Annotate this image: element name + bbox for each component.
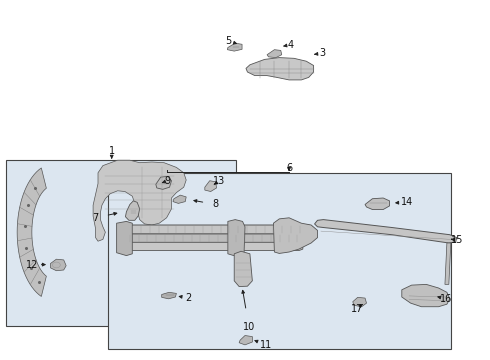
Bar: [108, 173, 451, 349]
Text: 15: 15: [450, 235, 463, 245]
Text: 2: 2: [186, 293, 192, 303]
Text: 13: 13: [214, 176, 225, 186]
Polygon shape: [315, 220, 457, 243]
Text: 1: 1: [109, 146, 115, 156]
Polygon shape: [122, 225, 313, 234]
Text: 4: 4: [288, 40, 294, 50]
Text: 3: 3: [319, 48, 325, 58]
Polygon shape: [122, 242, 303, 251]
Polygon shape: [205, 181, 217, 192]
Polygon shape: [117, 221, 132, 256]
Text: 6: 6: [286, 163, 292, 173]
Polygon shape: [234, 251, 252, 287]
Polygon shape: [227, 43, 242, 51]
Polygon shape: [365, 198, 390, 210]
Polygon shape: [445, 243, 451, 284]
Polygon shape: [125, 201, 140, 220]
Polygon shape: [162, 292, 176, 299]
Text: 7: 7: [93, 213, 98, 223]
Text: 9: 9: [165, 176, 171, 186]
Polygon shape: [50, 259, 66, 271]
Text: 11: 11: [260, 340, 272, 350]
Text: 5: 5: [225, 36, 231, 46]
Polygon shape: [273, 218, 318, 253]
Text: 10: 10: [243, 322, 255, 332]
Text: 16: 16: [440, 294, 452, 304]
Polygon shape: [93, 160, 186, 241]
Polygon shape: [239, 336, 252, 345]
Polygon shape: [228, 220, 245, 256]
Polygon shape: [156, 176, 171, 189]
Polygon shape: [353, 297, 367, 307]
Text: 14: 14: [401, 197, 413, 207]
Text: 12: 12: [25, 260, 38, 270]
Bar: [6, 160, 236, 326]
Polygon shape: [267, 50, 282, 58]
Polygon shape: [173, 195, 186, 203]
Polygon shape: [402, 284, 450, 307]
Text: 17: 17: [350, 303, 363, 314]
Text: 8: 8: [213, 199, 219, 210]
Polygon shape: [122, 234, 308, 243]
Polygon shape: [246, 58, 314, 80]
Polygon shape: [17, 168, 47, 297]
